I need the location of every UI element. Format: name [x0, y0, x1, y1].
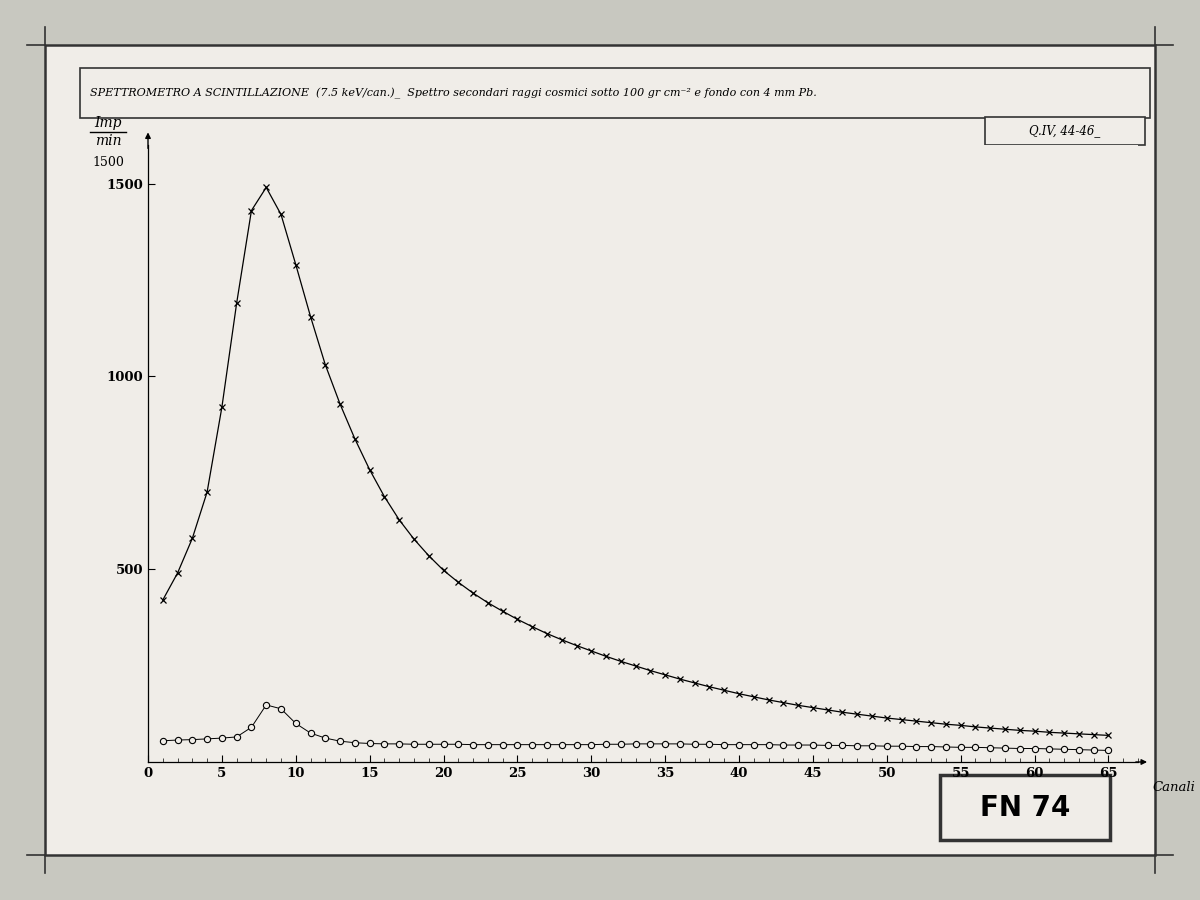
Text: FN 74: FN 74: [980, 794, 1070, 822]
Text: SPETTROMETRO A SCINTILLAZIONE  (7.5 keV/can.)_  Spettro secondari raggi cosmici : SPETTROMETRO A SCINTILLAZIONE (7.5 keV/c…: [90, 87, 817, 99]
Text: Q.IV, 44-46_: Q.IV, 44-46_: [1030, 124, 1100, 138]
Text: Imp: Imp: [95, 116, 121, 130]
Bar: [940, 775, 1110, 840]
Text: 1500: 1500: [92, 156, 124, 168]
Text: min: min: [95, 134, 121, 148]
Text: Canali: Canali: [1153, 781, 1195, 795]
Bar: [985, 117, 1145, 145]
Bar: [80, 68, 1150, 118]
